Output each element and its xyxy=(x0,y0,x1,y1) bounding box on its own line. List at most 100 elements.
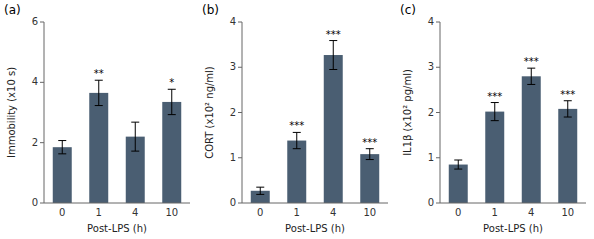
error-line xyxy=(369,149,370,160)
x-tick-label: 10 xyxy=(363,207,376,218)
y-tick-label: 2 xyxy=(230,107,236,118)
bar xyxy=(360,154,379,203)
y-tick-label: 3 xyxy=(428,61,434,72)
y-tick xyxy=(436,67,440,68)
y-tick xyxy=(40,142,44,143)
error-cap xyxy=(366,148,374,149)
error-cap xyxy=(293,132,301,133)
error-bar xyxy=(491,103,499,121)
error-cap xyxy=(95,80,103,81)
x-axis-label: Post-LPS (h) xyxy=(87,223,147,234)
x-tick-label: 4 xyxy=(528,207,534,218)
bars xyxy=(449,68,577,203)
y-tick xyxy=(40,82,44,83)
y-axis xyxy=(440,22,441,203)
y-tick xyxy=(238,112,242,113)
y-tick-label: 4 xyxy=(32,76,38,87)
panel: 01234*********01410Post-LPS (h)CORT (x10… xyxy=(202,3,388,234)
y-tick-label: 2 xyxy=(32,137,38,148)
bar xyxy=(558,109,577,203)
x-tick-label: 4 xyxy=(330,207,336,218)
y-axis-label: IL1β (x10² pg/ml) xyxy=(402,69,413,156)
y-axis xyxy=(242,22,243,203)
y-axis-label: Immobility (x10 s) xyxy=(6,67,17,158)
error-cap xyxy=(366,159,374,160)
bar xyxy=(449,165,468,203)
error-cap xyxy=(256,187,264,188)
y-tick-label: 0 xyxy=(230,197,236,208)
y-tick xyxy=(238,22,242,23)
bar xyxy=(324,55,343,203)
x-tick-label: 1 xyxy=(294,207,300,218)
error-line xyxy=(567,101,568,117)
y-tick xyxy=(238,203,242,204)
y-tick-label: 4 xyxy=(230,16,236,27)
error-cap xyxy=(293,148,301,149)
error-cap xyxy=(454,169,462,170)
y-tick xyxy=(238,67,242,68)
error-cap xyxy=(564,100,572,101)
significance: *** xyxy=(487,91,502,102)
bar xyxy=(287,141,306,203)
error-bar xyxy=(131,122,139,151)
error-line xyxy=(458,160,459,169)
y-tick xyxy=(238,157,242,158)
error-cap xyxy=(131,151,139,152)
error-bar xyxy=(527,68,535,84)
panel-label: (a) xyxy=(4,3,21,17)
y-tick xyxy=(40,22,44,23)
error-line xyxy=(333,41,334,70)
y-tick-label: 1 xyxy=(428,152,434,163)
panel: 0246***01410Post-LPS (h)Immobility (x10 … xyxy=(4,3,190,234)
y-tick-label: 1 xyxy=(230,152,236,163)
error-cap xyxy=(329,40,337,41)
x-tick-label: 0 xyxy=(257,207,263,218)
error-bar xyxy=(564,101,572,117)
significance: *** xyxy=(326,29,341,40)
error-line xyxy=(135,122,136,151)
error-bar xyxy=(168,89,176,114)
error-bar xyxy=(293,132,301,148)
y-tick xyxy=(436,22,440,23)
error-cap xyxy=(168,114,176,115)
error-cap xyxy=(58,140,66,141)
panel-label: (b) xyxy=(202,3,219,17)
error-cap xyxy=(256,194,264,195)
y-tick xyxy=(436,157,440,158)
x-axis-label: Post-LPS (h) xyxy=(483,223,543,234)
x-tick-label: 10 xyxy=(165,207,178,218)
error-bar xyxy=(256,187,264,194)
error-cap xyxy=(168,89,176,90)
x-tick-label: 0 xyxy=(455,207,461,218)
error-bar xyxy=(95,80,103,105)
figure: 0246***01410Post-LPS (h)Immobility (x10 … xyxy=(0,0,594,239)
y-tick-label: 3 xyxy=(230,61,236,72)
bar xyxy=(162,102,181,203)
error-cap xyxy=(95,105,103,106)
y-tick-label: 2 xyxy=(428,107,434,118)
error-bar xyxy=(58,141,66,154)
error-line xyxy=(260,187,261,194)
significance: *** xyxy=(524,56,539,67)
x-tick-label: 10 xyxy=(561,207,574,218)
y-tick xyxy=(40,203,44,204)
error-cap xyxy=(527,68,535,69)
bars xyxy=(53,80,181,203)
error-cap xyxy=(131,122,139,123)
bar xyxy=(485,112,504,203)
error-line xyxy=(296,132,297,148)
error-cap xyxy=(564,117,572,118)
error-cap xyxy=(491,120,499,121)
x-tick-label: 4 xyxy=(132,207,138,218)
y-tick xyxy=(436,203,440,204)
significance: *** xyxy=(362,137,377,148)
error-line xyxy=(98,80,99,105)
error-cap xyxy=(491,102,499,103)
error-line xyxy=(171,89,172,114)
error-bar xyxy=(366,149,374,160)
y-tick xyxy=(436,112,440,113)
significance: *** xyxy=(289,120,304,131)
error-line xyxy=(62,141,63,154)
y-axis-label: CORT (x10² ng/ml) xyxy=(204,66,215,159)
bar xyxy=(89,93,108,203)
